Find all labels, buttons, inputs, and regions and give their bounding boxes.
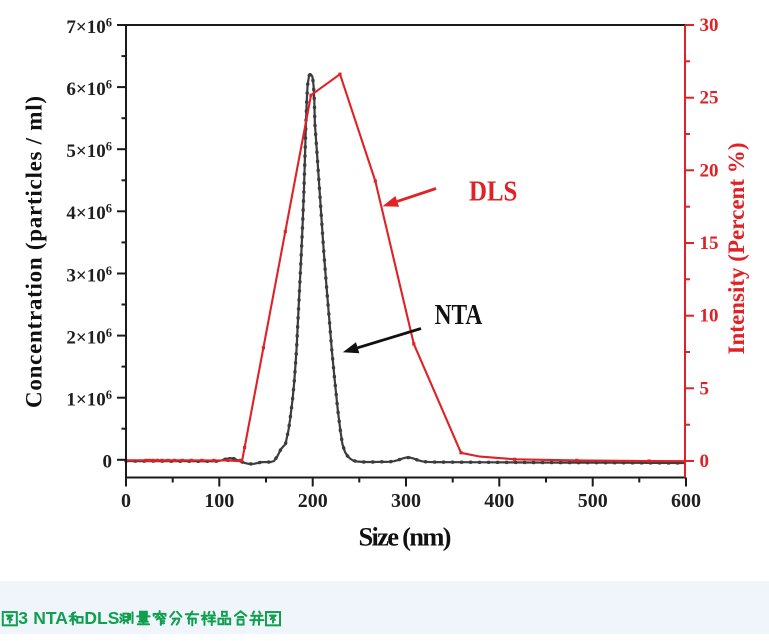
svg-text:200: 200 [298,490,328,512]
svg-text:6×106: 6×106 [66,77,112,100]
svg-text:0: 0 [121,490,131,512]
svg-text:20: 20 [700,160,719,181]
svg-text:400: 400 [484,490,514,512]
svg-text:4×106: 4×106 [66,202,112,225]
svg-text:2×106: 2×106 [66,326,112,349]
svg-text:NTA: NTA [33,608,68,628]
svg-text:DLS: DLS [84,608,119,628]
svg-text:100: 100 [204,490,234,512]
svg-text:10: 10 [700,306,719,327]
svg-text:500: 500 [578,490,608,512]
svg-text:DLS: DLS [469,175,517,207]
svg-text:3: 3 [18,608,28,628]
svg-text:300: 300 [391,490,421,512]
svg-text:0: 0 [103,452,113,473]
svg-text:0: 0 [700,451,710,472]
svg-text:3×106: 3×106 [66,264,112,287]
svg-text:30: 30 [700,15,719,36]
svg-text:25: 25 [700,88,719,109]
svg-text:Concentration (particles / ml): Concentration (particles / ml) [22,96,47,408]
svg-text:Size (nm): Size (nm) [359,522,452,552]
svg-text:600: 600 [671,490,701,512]
svg-text:7×106: 7×106 [66,15,112,38]
svg-text:NTA: NTA [435,299,483,331]
svg-text:15: 15 [700,233,719,254]
svg-text:1×106: 1×106 [66,388,112,411]
svg-text:Intensity (Percent %): Intensity (Percent %) [724,143,749,355]
svg-text:5×106: 5×106 [66,140,112,163]
svg-text:5: 5 [700,378,710,399]
